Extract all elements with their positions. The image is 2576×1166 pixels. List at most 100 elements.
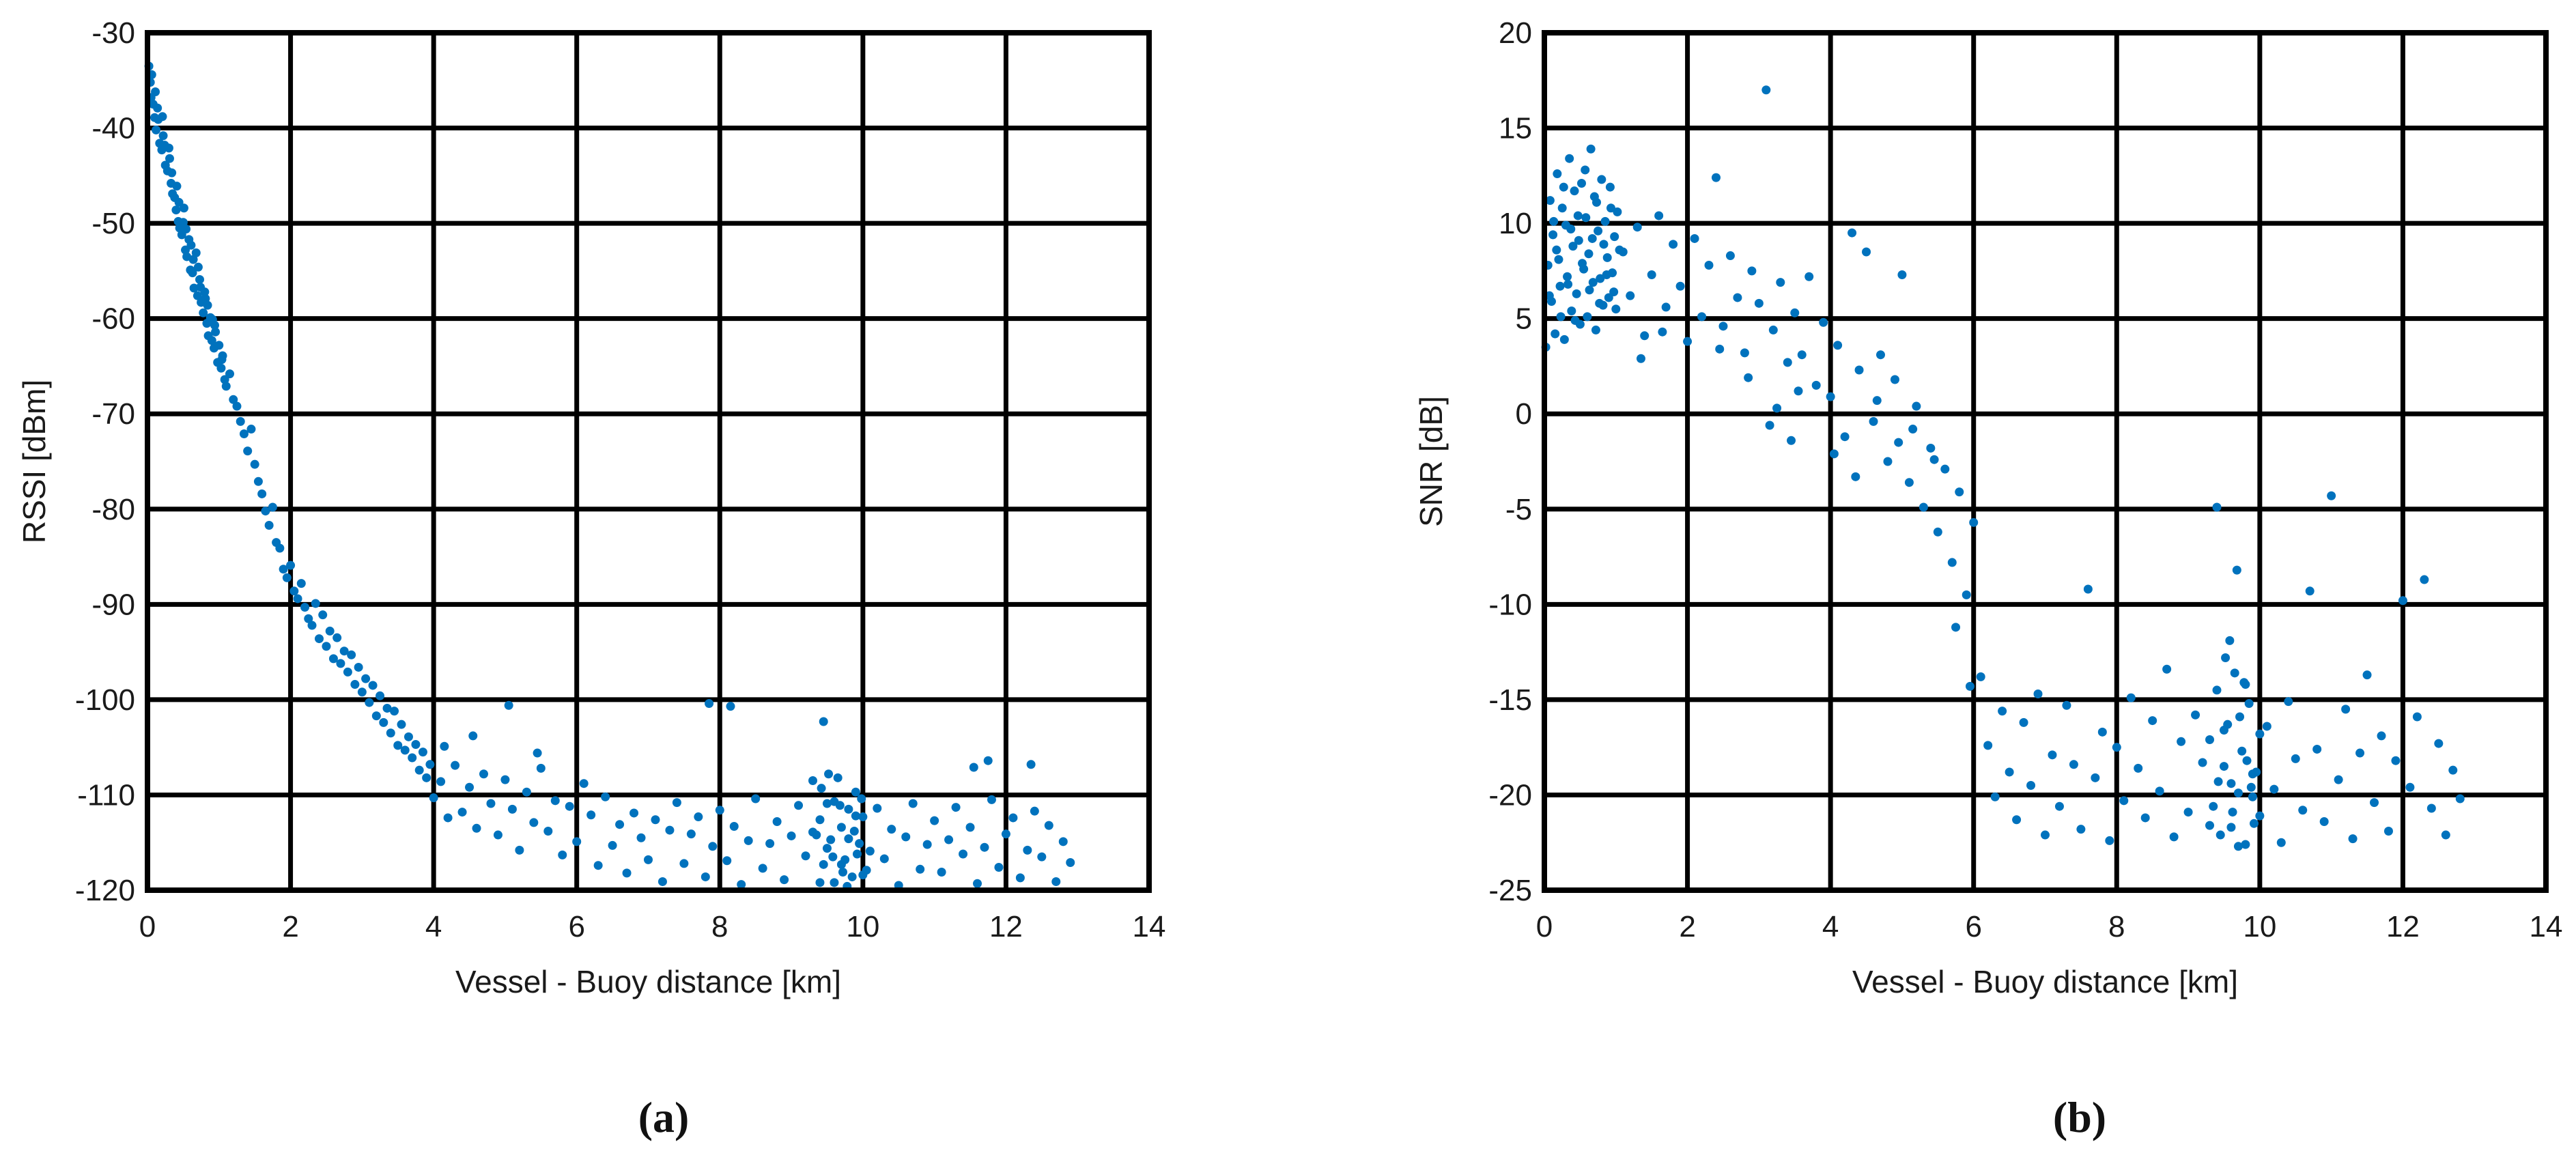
data-point xyxy=(994,863,1004,872)
data-point xyxy=(507,804,517,814)
data-point xyxy=(586,810,596,820)
data-point xyxy=(457,808,467,817)
data-point xyxy=(1594,226,1603,236)
data-point xyxy=(2319,817,2329,827)
data-point xyxy=(196,283,206,292)
data-point xyxy=(601,792,610,801)
data-point xyxy=(2112,743,2121,752)
data-point xyxy=(2232,565,2241,575)
data-point xyxy=(2370,798,2379,808)
data-point xyxy=(2226,779,2236,788)
y-tick-label: -90 xyxy=(91,588,135,621)
data-point xyxy=(376,691,385,700)
data-point xyxy=(1947,558,1957,567)
y-tick-label: -30 xyxy=(91,16,135,50)
data-point xyxy=(1962,590,1971,599)
data-point xyxy=(980,842,989,852)
data-point xyxy=(221,382,231,391)
data-point xyxy=(203,300,212,310)
data-point xyxy=(158,131,168,141)
y-tick-label: -50 xyxy=(91,207,135,240)
data-point xyxy=(835,801,845,810)
data-point xyxy=(944,835,954,844)
data-point xyxy=(236,416,245,426)
x-tick-label: 14 xyxy=(1133,910,1166,943)
data-point xyxy=(1008,813,1018,823)
data-point xyxy=(726,702,735,711)
data-point xyxy=(2005,767,2014,777)
data-point xyxy=(393,741,403,750)
data-point xyxy=(1965,681,1975,691)
data-point xyxy=(715,806,724,815)
data-point xyxy=(1811,380,1821,390)
data-point xyxy=(833,773,843,782)
data-point xyxy=(289,586,299,596)
data-point xyxy=(1596,274,1605,283)
x-tick-label: 0 xyxy=(1536,910,1553,943)
data-point xyxy=(1626,291,1635,300)
data-point xyxy=(165,154,174,163)
data-point xyxy=(178,218,188,227)
y-tick-label: 0 xyxy=(1516,397,1532,431)
data-point xyxy=(199,308,208,317)
x-tick-label: 8 xyxy=(711,910,728,943)
data-point xyxy=(1563,279,1573,289)
data-point xyxy=(1554,255,1563,264)
data-point xyxy=(2441,830,2450,840)
data-point xyxy=(1683,337,1693,346)
x-axis-label: Vessel - Buoy distance [km] xyxy=(455,964,841,999)
data-point xyxy=(2223,720,2233,729)
data-point xyxy=(922,840,932,849)
data-point xyxy=(275,543,285,553)
data-point xyxy=(1733,293,1742,302)
data-point xyxy=(2126,693,2136,702)
data-point xyxy=(193,262,203,272)
data-point xyxy=(1586,144,1596,154)
data-point xyxy=(1556,312,1566,322)
data-point xyxy=(887,825,896,834)
data-point xyxy=(211,327,221,337)
data-point xyxy=(1951,623,1961,632)
data-point xyxy=(2033,689,2043,699)
data-point xyxy=(1840,432,1850,442)
data-point xyxy=(436,777,446,786)
data-point xyxy=(522,787,531,797)
data-point xyxy=(2255,729,2265,739)
data-point xyxy=(973,879,982,888)
data-point xyxy=(2209,801,2218,811)
data-point xyxy=(2398,596,2407,606)
data-point xyxy=(758,864,767,873)
data-point xyxy=(1613,207,1622,216)
data-point xyxy=(959,849,968,859)
data-point xyxy=(1826,392,1835,401)
data-point xyxy=(1030,806,1039,816)
x-tick-label: 0 xyxy=(139,910,156,943)
data-point xyxy=(2237,746,2247,756)
data-point xyxy=(261,507,270,516)
data-point xyxy=(629,808,639,818)
y-tick-label: 15 xyxy=(1499,112,1532,145)
data-point xyxy=(2219,762,2228,771)
data-point xyxy=(708,842,718,851)
data-point xyxy=(858,812,868,822)
data-point xyxy=(808,776,818,786)
data-point xyxy=(937,867,946,877)
data-point xyxy=(2155,786,2164,796)
data-point xyxy=(2448,765,2458,775)
data-point xyxy=(153,103,162,113)
data-point xyxy=(1765,421,1774,430)
y-tick-label: -100 xyxy=(75,683,135,717)
data-point xyxy=(2105,836,2114,845)
data-point xyxy=(744,836,753,845)
data-point xyxy=(208,315,217,324)
data-point xyxy=(1570,186,1579,196)
data-point xyxy=(1661,302,1671,312)
data-point xyxy=(1926,443,1936,453)
data-point xyxy=(2405,782,2415,792)
data-point xyxy=(2026,780,2036,790)
data-point xyxy=(665,825,675,835)
data-point xyxy=(2041,830,2050,840)
data-point xyxy=(371,711,381,721)
x-tick-label: 14 xyxy=(2530,910,2563,943)
data-point xyxy=(1761,85,1771,95)
